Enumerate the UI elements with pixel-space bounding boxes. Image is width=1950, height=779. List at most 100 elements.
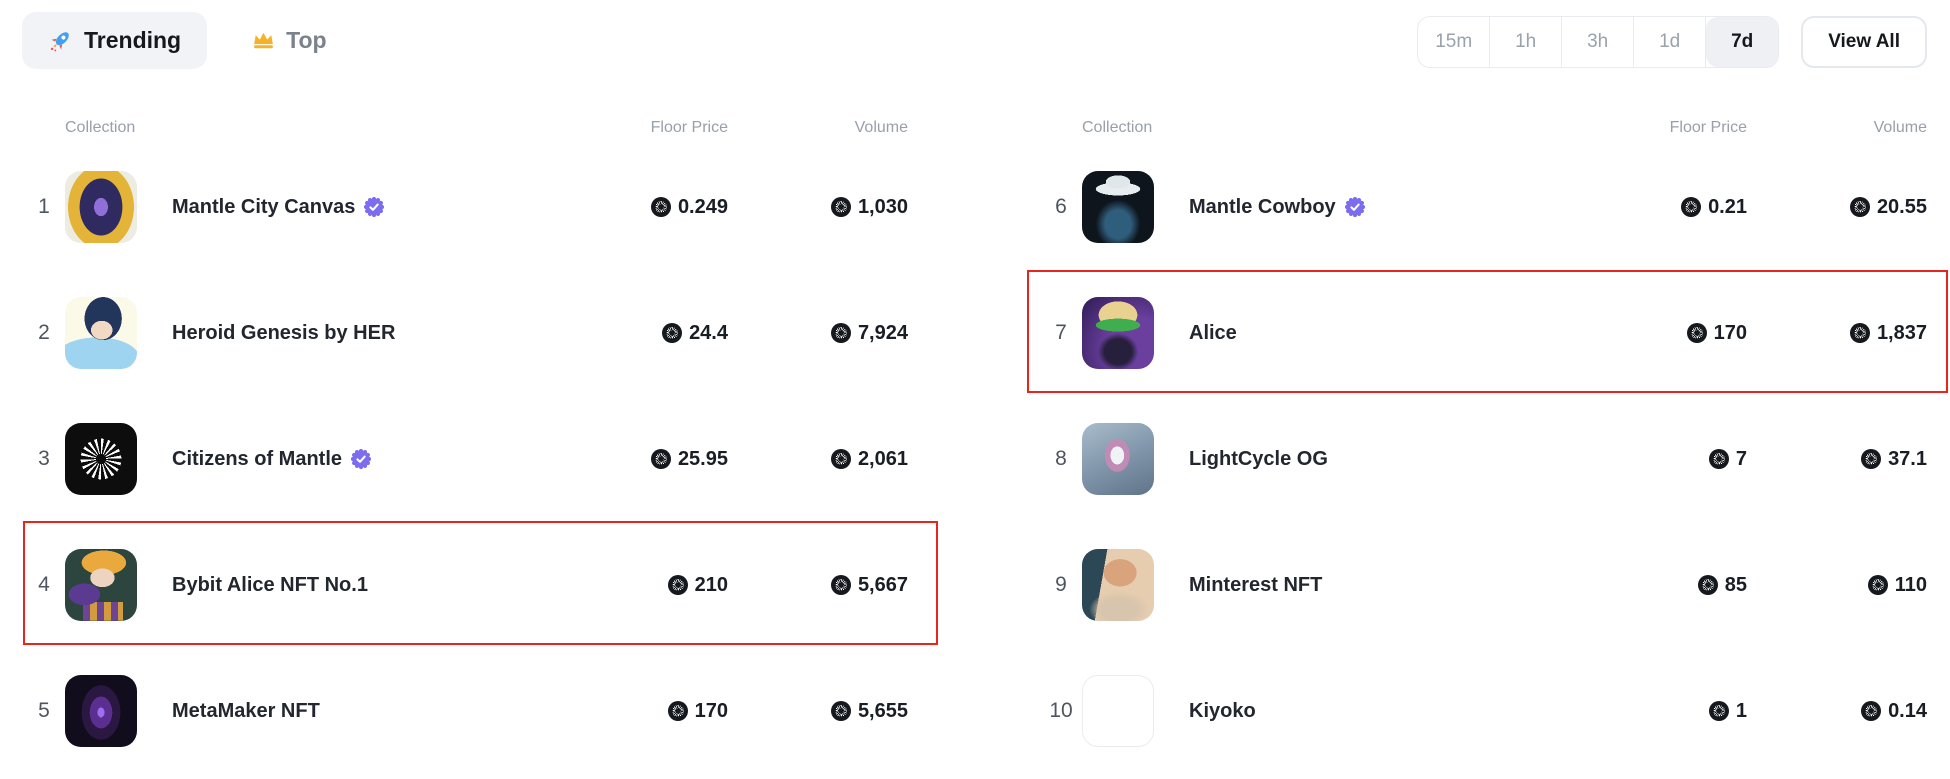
tab-top[interactable]: Top bbox=[251, 27, 327, 54]
collection-row-4[interactable]: 4 Bybit Alice NFT No.1 210 5,667 bbox=[23, 522, 908, 648]
time-filter-controls: 15m 1h 3h 1d 7d View All bbox=[1417, 16, 1927, 68]
tab-trending[interactable]: Trending bbox=[22, 12, 208, 69]
crown-icon bbox=[251, 28, 276, 53]
collection-row-9[interactable]: 9 Minterest NFT 85 110 bbox=[1040, 522, 1927, 648]
floor-price-cell: 170 bbox=[667, 699, 728, 723]
volume-header: Volume bbox=[854, 119, 908, 136]
volume-cell: 37.1 bbox=[1861, 448, 1927, 471]
floor-price-value: 210 bbox=[694, 573, 728, 596]
floor-price-cell: 24.4 bbox=[662, 322, 728, 345]
view-tabs: Trending Top bbox=[22, 12, 327, 69]
column-headers: Collection Floor Price Volume bbox=[23, 112, 908, 144]
mnt-token-icon bbox=[1861, 449, 1882, 469]
rank-number: 9 bbox=[1055, 573, 1067, 596]
mnt-token-icon bbox=[1849, 323, 1870, 343]
collection-name: Kiyoko bbox=[1189, 699, 1256, 722]
rank-number: 7 bbox=[1055, 321, 1067, 344]
time-filter-1d[interactable]: 1d bbox=[1634, 17, 1707, 67]
verified-badge-icon bbox=[1344, 197, 1365, 217]
volume-value: 5,655 bbox=[857, 699, 908, 722]
floor-price-value: 1 bbox=[1735, 699, 1747, 722]
time-filter-15m[interactable]: 15m bbox=[1418, 17, 1491, 67]
collections-column-right: Collection Floor Price Volume 6 Mantle C… bbox=[1040, 112, 1927, 774]
time-filter-group: 15m 1h 3h 1d 7d bbox=[1417, 16, 1780, 68]
tab-trending-label: Trending bbox=[84, 27, 182, 53]
floor-price-cell: 1 bbox=[1708, 699, 1747, 723]
volume-cell: 20.55 bbox=[1849, 195, 1927, 219]
mnt-token-icon bbox=[650, 449, 671, 469]
mnt-token-icon bbox=[830, 575, 851, 595]
floor-price-cell: 85 bbox=[1697, 573, 1747, 597]
time-filter-1h[interactable]: 1h bbox=[1490, 17, 1563, 67]
collection-avatar-alice bbox=[1082, 297, 1154, 369]
rank-number: 10 bbox=[1049, 699, 1073, 722]
collection-row-3[interactable]: 3 Citizens of Mantle 25.95 2,061 bbox=[23, 396, 908, 522]
volume-value: 20.55 bbox=[1876, 195, 1927, 218]
floor-price-cell: 210 bbox=[667, 573, 728, 597]
mnt-token-icon bbox=[830, 323, 851, 343]
collection-row-10[interactable]: 10 Kiyoko 1 0.14 bbox=[1040, 648, 1927, 774]
volume-value: 1,837 bbox=[1876, 321, 1927, 344]
time-filter-7d[interactable]: 7d bbox=[1706, 17, 1779, 67]
column-headers: Collection Floor Price Volume bbox=[1040, 112, 1927, 144]
collection-name: LightCycle OG bbox=[1189, 447, 1328, 470]
collection-row-5[interactable]: 5 MetaMaker NFT 170 5,655 bbox=[23, 648, 908, 774]
mnt-token-icon bbox=[662, 323, 683, 343]
volume-cell: 2,061 bbox=[830, 447, 908, 471]
collection-row-2[interactable]: 2 Heroid Genesis by HER 24.4 7,924 bbox=[23, 270, 908, 396]
floor-price-value: 0.249 bbox=[677, 195, 728, 218]
volume-value: 7,924 bbox=[857, 321, 908, 344]
volume-cell: 0.14 bbox=[1861, 700, 1927, 723]
mnt-token-icon bbox=[1681, 197, 1702, 217]
collection-name: MetaMaker NFT bbox=[172, 699, 320, 722]
floor-price-value: 7 bbox=[1735, 447, 1747, 470]
rank-number: 2 bbox=[38, 321, 50, 344]
floor-price-cell: 7 bbox=[1708, 447, 1747, 471]
collection-header: Collection bbox=[1082, 119, 1153, 136]
volume-value: 0.14 bbox=[1888, 699, 1927, 722]
time-filter-3h[interactable]: 3h bbox=[1562, 17, 1635, 67]
collection-row-8[interactable]: 8 LightCycle OG 7 37.1 bbox=[1040, 396, 1927, 522]
floor-price-value: 170 bbox=[1713, 321, 1747, 344]
collection-avatar-kiyoko bbox=[1082, 675, 1154, 747]
mnt-token-icon bbox=[1686, 323, 1707, 343]
volume-cell: 7,924 bbox=[830, 321, 908, 345]
floor-price-value: 170 bbox=[694, 699, 728, 722]
collection-avatar-citizens-of-mantle bbox=[65, 423, 137, 495]
collection-name: Mantle Cowboy bbox=[1189, 195, 1336, 218]
volume-cell: 1,030 bbox=[830, 195, 908, 219]
collection-avatar-mantle-cowboy bbox=[1082, 171, 1154, 243]
mnt-token-icon bbox=[830, 197, 851, 217]
collection-name: Citizens of Mantle bbox=[172, 447, 343, 470]
collection-name: Heroid Genesis by HER bbox=[172, 321, 396, 344]
rank-number: 5 bbox=[38, 699, 50, 722]
volume-value: 5,667 bbox=[857, 573, 908, 596]
collection-name: Bybit Alice NFT No.1 bbox=[172, 573, 368, 596]
verified-badge-icon bbox=[351, 449, 372, 469]
rank-number: 4 bbox=[38, 573, 50, 596]
volume-value: 2,061 bbox=[857, 447, 908, 470]
floor-price-cell: 25.95 bbox=[650, 448, 728, 471]
view-all-button[interactable]: View All bbox=[1801, 16, 1927, 68]
collection-avatar-mantle-city-canvas bbox=[65, 171, 137, 243]
mnt-token-icon bbox=[1708, 449, 1729, 469]
floor-price-value: 85 bbox=[1724, 573, 1747, 596]
volume-cell: 1,837 bbox=[1849, 321, 1927, 345]
mnt-token-icon bbox=[1861, 701, 1882, 721]
mnt-token-icon bbox=[1849, 197, 1870, 217]
mnt-token-icon bbox=[650, 197, 671, 217]
collection-avatar-lightcycle bbox=[1082, 423, 1154, 495]
collection-row-7[interactable]: 7 Alice 170 1,837 bbox=[1040, 270, 1927, 396]
volume-header: Volume bbox=[1873, 119, 1927, 136]
mnt-token-icon bbox=[1867, 575, 1888, 595]
rank-number: 3 bbox=[38, 447, 50, 470]
volume-cell: 110 bbox=[1867, 574, 1927, 597]
rocket-icon bbox=[48, 28, 73, 53]
collection-row-6[interactable]: 6 Mantle Cowboy 0.21 20.55 bbox=[1040, 144, 1927, 270]
collection-header: Collection bbox=[65, 119, 136, 136]
collection-row-1[interactable]: 1 Mantle City Canvas 0.249 1,030 bbox=[23, 144, 908, 270]
tab-top-label: Top bbox=[286, 27, 327, 53]
volume-value: 1,030 bbox=[857, 195, 908, 218]
collection-name: Alice bbox=[1189, 321, 1237, 344]
